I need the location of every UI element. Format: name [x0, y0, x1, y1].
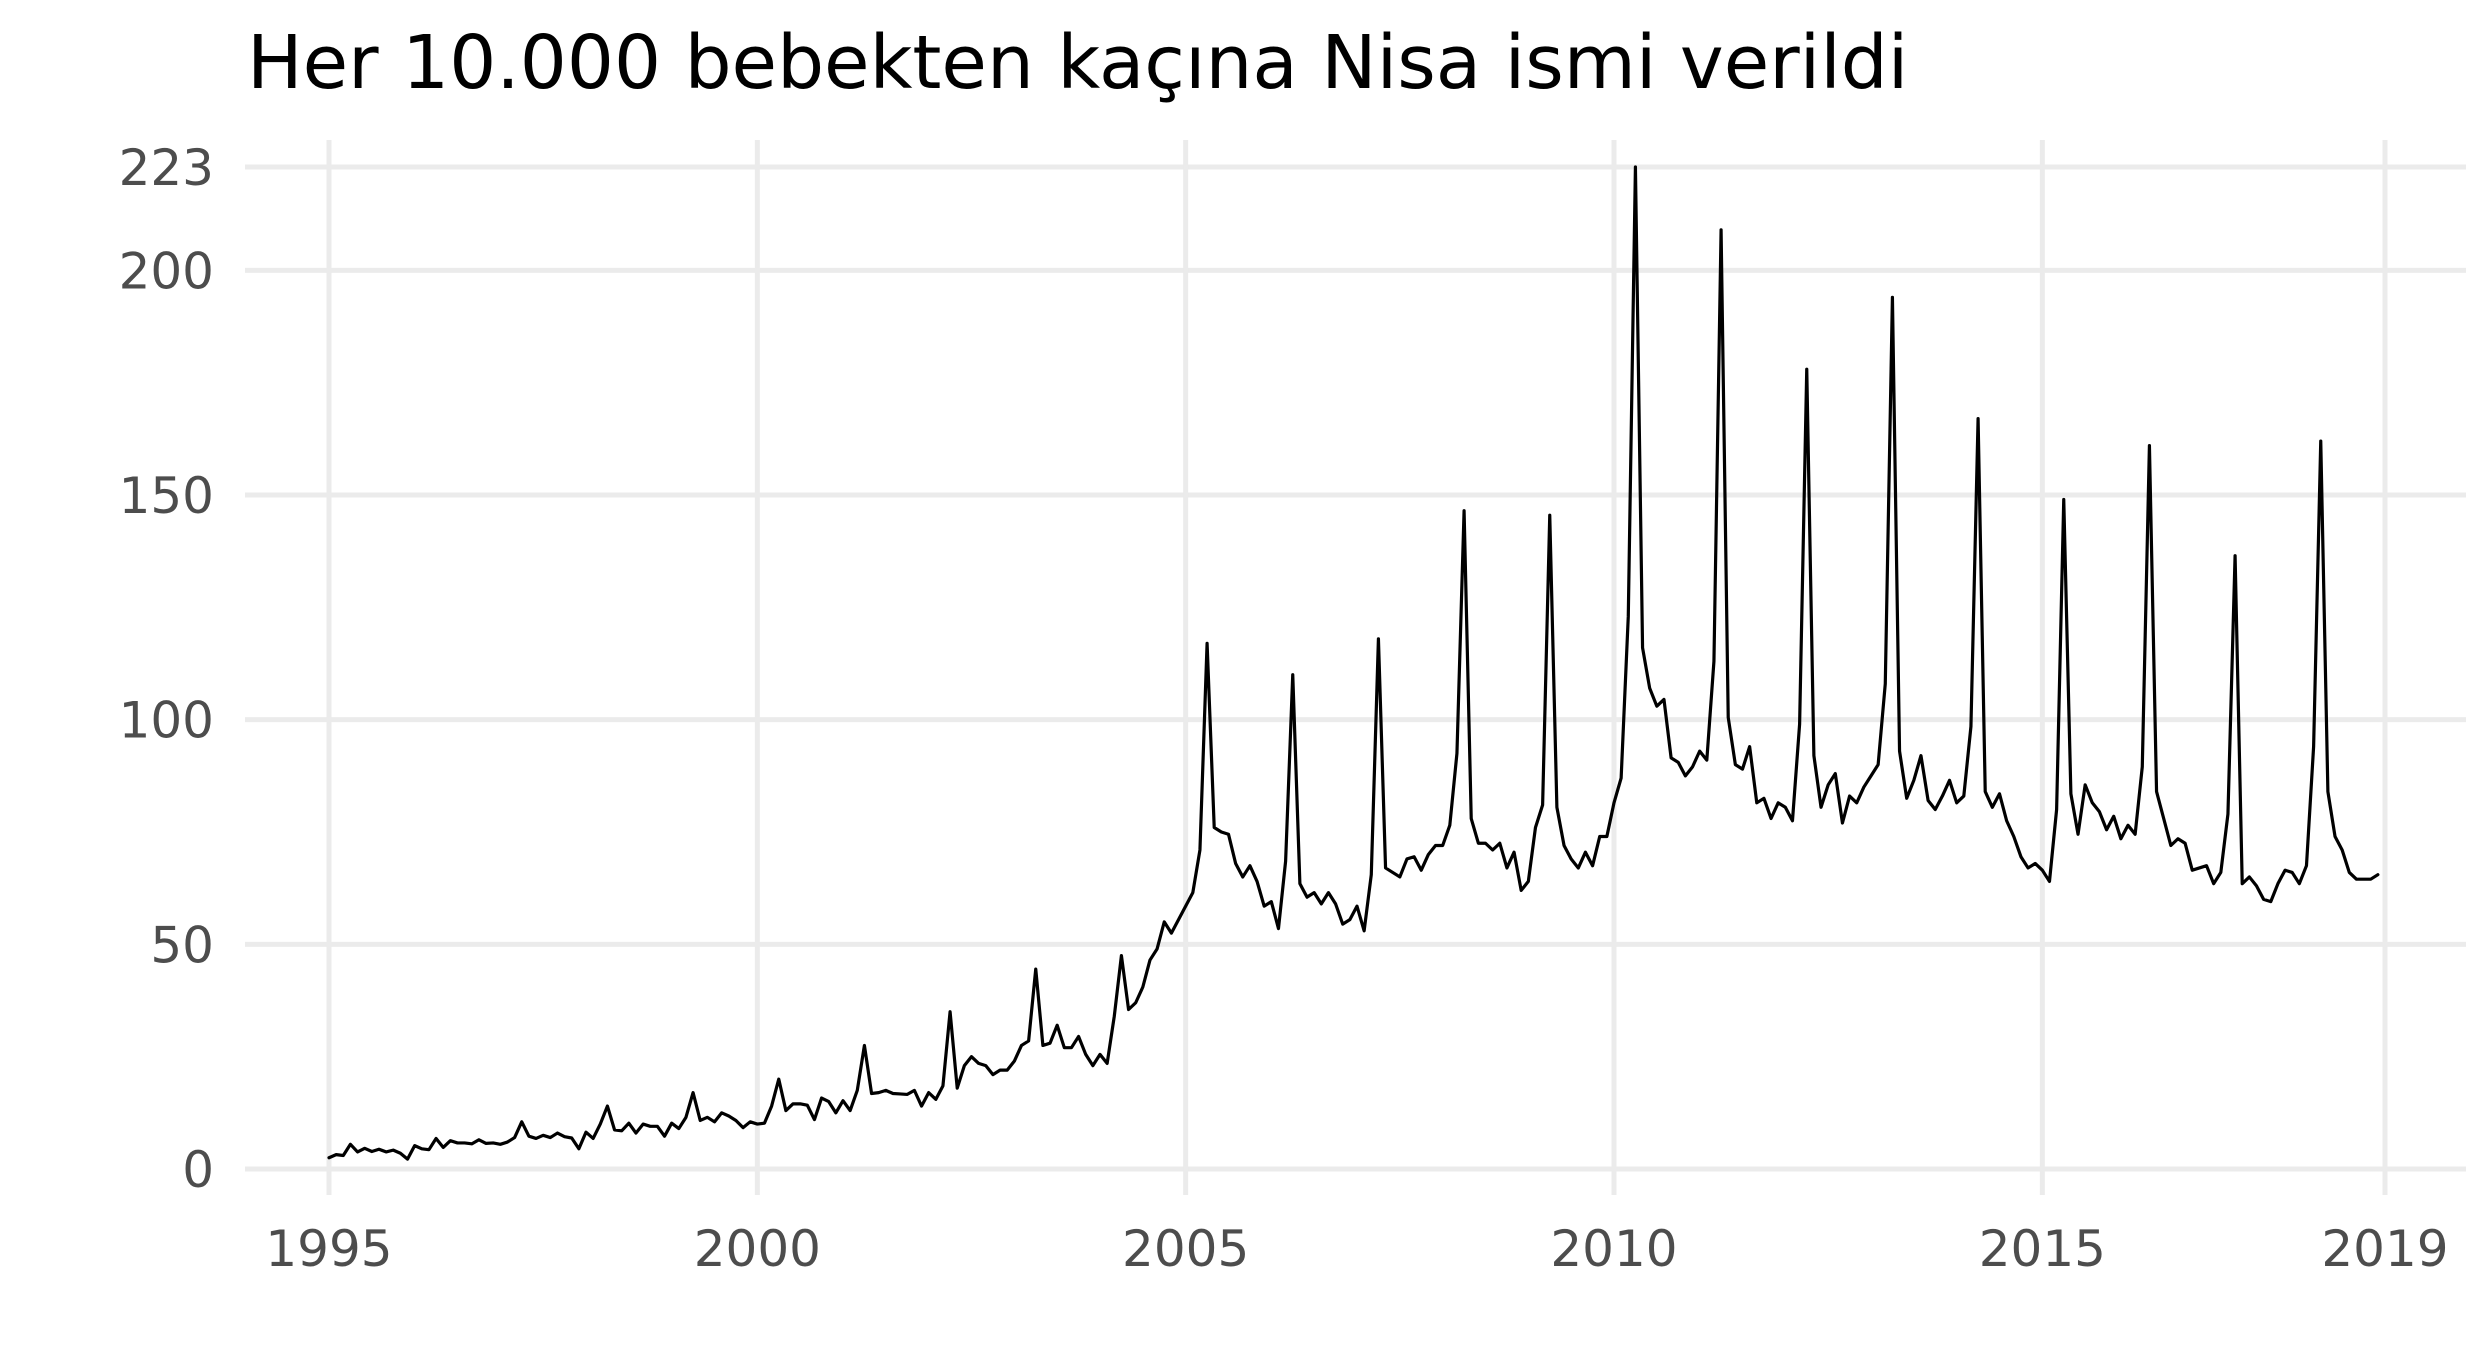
y-tick-label: 223 [119, 139, 214, 197]
x-tick-label: 2019 [2321, 1220, 2448, 1278]
x-tick-label: 1995 [265, 1220, 392, 1278]
tick-labels: 0 50 100 150 200 223 1995 2000 2005 2010 2015 2019 [119, 139, 2449, 1278]
x-tick-label: 2000 [694, 1220, 821, 1278]
series-layer [327, 165, 2380, 1161]
y-tick-label: 100 [119, 692, 214, 750]
y-tick-label: 200 [119, 242, 214, 300]
x-tick-label: 2015 [1979, 1220, 2106, 1278]
x-tick-label: 2010 [1550, 1220, 1677, 1278]
chart-title: Her 10.000 bebekten kaçına Nisa ismi ver… [247, 20, 1908, 106]
y-tick-label: 0 [182, 1141, 214, 1199]
series-line [327, 165, 2380, 1161]
y-tick-label: 50 [150, 916, 214, 974]
y-tick-label: 150 [119, 467, 214, 525]
x-tick-label: 2005 [1122, 1220, 1249, 1278]
grid [245, 140, 2466, 1195]
